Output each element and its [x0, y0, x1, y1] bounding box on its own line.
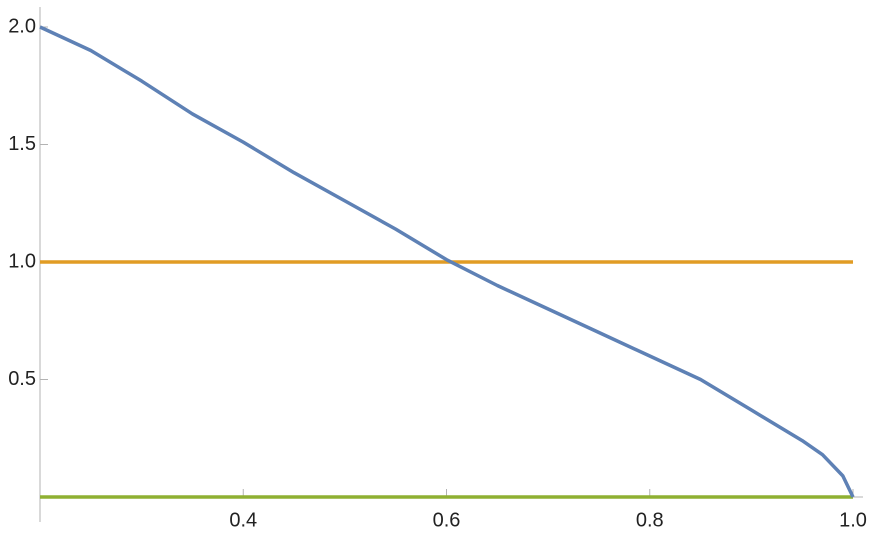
x-tick-label: 0.6 — [433, 509, 461, 531]
x-tick-label: 1.0 — [839, 509, 867, 531]
x-tick-label: 0.4 — [229, 509, 257, 531]
y-tick-label: 1.5 — [8, 133, 36, 155]
series-line — [39, 25, 855, 498]
y-tick-label: 1.0 — [8, 250, 36, 272]
x-tick-label: 0.8 — [636, 509, 664, 531]
y-tick-label: 2.0 — [8, 15, 36, 37]
y-tick-label: 0.5 — [8, 368, 36, 390]
